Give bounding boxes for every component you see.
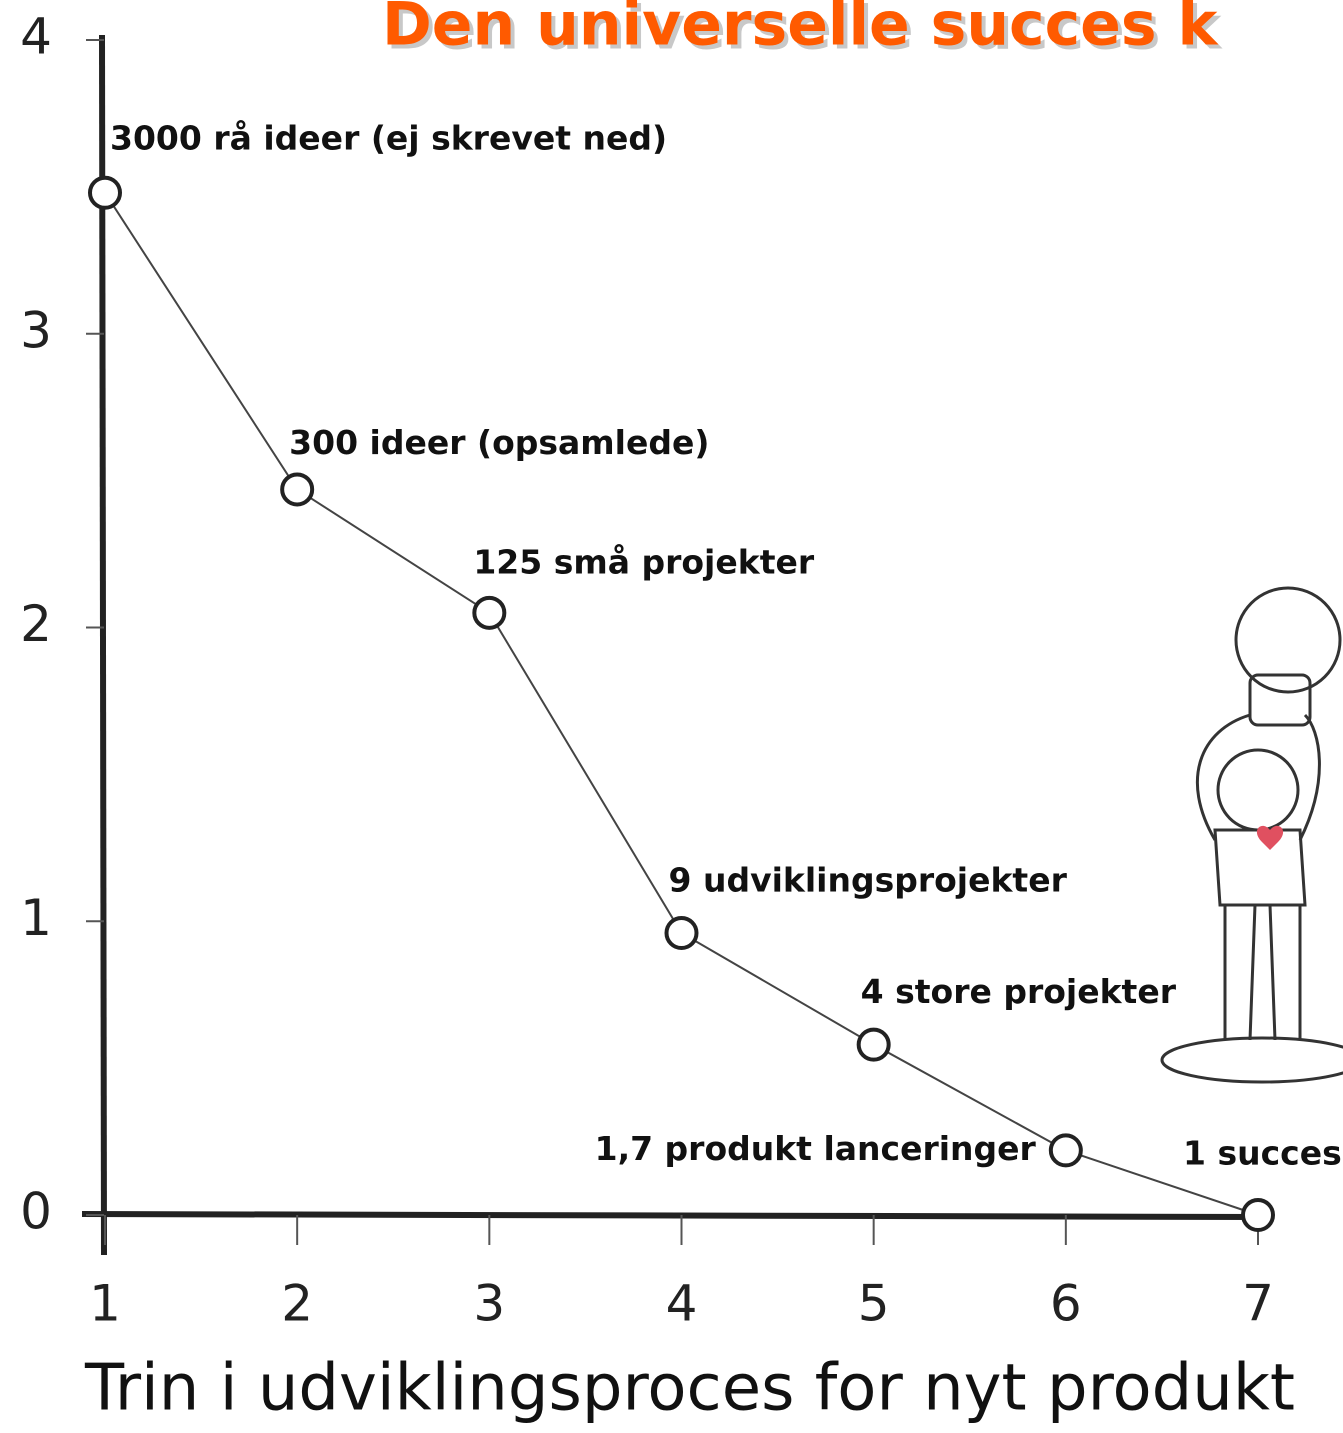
line (104, 192, 1259, 1216)
chart-title-shadow: Den universelle succes k (386, 0, 1223, 64)
y-tick-label: 1 (20, 889, 52, 947)
point-label: 9 udviklingsprojekter (669, 861, 1068, 900)
x-tick-label: 3 (473, 1275, 505, 1333)
chart-title: Den universelle succes k (382, 0, 1219, 60)
point-label: 1,7 produkt lanceringer (595, 1129, 1037, 1168)
point (664, 916, 699, 950)
point (856, 1027, 891, 1062)
x-tick-label: 1 (89, 1275, 121, 1333)
point (1241, 1198, 1275, 1232)
point (280, 472, 315, 507)
point-label: 4 store projekter (861, 972, 1177, 1011)
point-label: 1 succes (1183, 1134, 1342, 1173)
y-tick-label: 2 (20, 595, 52, 653)
point (1048, 1133, 1083, 1168)
x-tick-label: 4 (666, 1275, 698, 1333)
heart (1256, 825, 1284, 850)
y-axis (99, 34, 107, 1256)
x-tick-label: 5 (858, 1275, 890, 1333)
x-tick-label: 2 (281, 1275, 313, 1333)
point-label: 125 små projekter (473, 542, 815, 581)
x-axis (81, 1211, 1263, 1220)
y-tick-label: 4 (20, 8, 52, 66)
point (472, 595, 507, 630)
illustration (1160, 586, 1343, 1084)
y-tick-label: 3 (20, 301, 52, 359)
x-tick-label: 7 (1242, 1275, 1274, 1333)
x-axis-label: Trin i udviklingsproces for nyt produkt (84, 1352, 1295, 1426)
point-label: 3000 rå ideer (ej skrevet ned) (110, 118, 667, 157)
point (88, 175, 122, 210)
point-label: 300 ideer (opsamlede) (289, 423, 709, 462)
y-tick-label: 0 (20, 1183, 52, 1241)
x-tick-label: 6 (1050, 1275, 1082, 1333)
